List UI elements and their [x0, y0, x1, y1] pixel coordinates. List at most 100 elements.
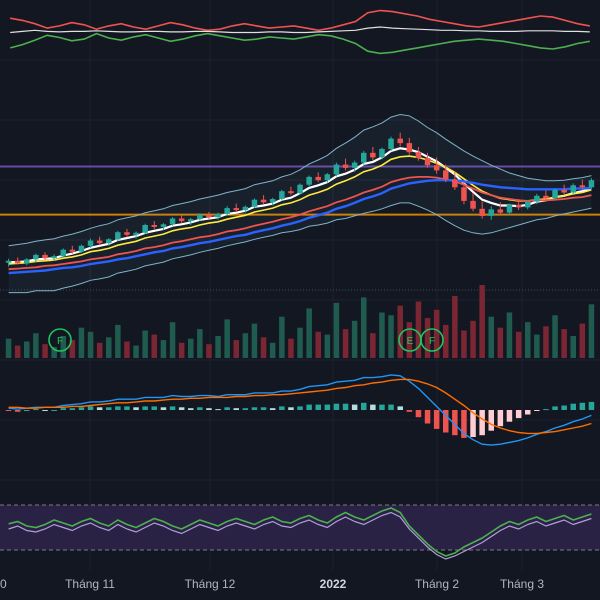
volume-bar[interactable]: [251, 323, 258, 358]
volume-bar[interactable]: [342, 329, 349, 358]
volume-bar[interactable]: [288, 338, 294, 358]
candle-body[interactable]: [142, 225, 148, 233]
candle-body[interactable]: [561, 189, 567, 193]
candle-body[interactable]: [297, 184, 303, 194]
volume-bar[interactable]: [506, 312, 513, 359]
volume-bar[interactable]: [370, 333, 376, 358]
candle-body[interactable]: [506, 204, 513, 213]
candle-body[interactable]: [525, 201, 531, 208]
candle-body[interactable]: [351, 162, 358, 168]
volume-bar[interactable]: [443, 324, 449, 358]
volume-bar[interactable]: [552, 315, 558, 358]
candle-body[interactable]: [452, 179, 458, 188]
candle-body[interactable]: [197, 214, 203, 220]
volume-bar[interactable]: [534, 334, 540, 358]
candle-body[interactable]: [315, 176, 322, 181]
candle-body[interactable]: [188, 219, 194, 222]
marker-0[interactable]: F: [48, 328, 72, 352]
candle-body[interactable]: [251, 199, 258, 207]
candle-body[interactable]: [543, 195, 549, 199]
volume-bar[interactable]: [115, 324, 121, 358]
volume-bar[interactable]: [233, 340, 240, 358]
candles[interactable]: [5, 132, 595, 267]
candle-body[interactable]: [552, 189, 558, 199]
volume-bar[interactable]: [415, 301, 422, 359]
volume-bar[interactable]: [106, 337, 112, 358]
volume-bar[interactable]: [588, 304, 595, 358]
candle-body[interactable]: [206, 214, 212, 218]
candle-body[interactable]: [333, 164, 340, 175]
volume-bar[interactable]: [324, 334, 331, 358]
candle-body[interactable]: [60, 249, 67, 257]
volume-bar[interactable]: [479, 285, 485, 358]
volume-bar[interactable]: [279, 316, 285, 358]
volume-bar[interactable]: [160, 340, 167, 358]
volume-bar[interactable]: [260, 337, 267, 358]
candle-body[interactable]: [115, 232, 121, 240]
volume-bar[interactable]: [306, 308, 312, 358]
candle-body[interactable]: [106, 239, 112, 244]
volume-bar[interactable]: [351, 320, 358, 358]
volume-bar[interactable]: [151, 334, 158, 358]
candle-body[interactable]: [361, 152, 367, 163]
candle-body[interactable]: [160, 224, 167, 227]
volume-bar[interactable]: [406, 322, 413, 358]
macd-panel[interactable]: [5, 374, 595, 446]
candle-body[interactable]: [269, 199, 276, 203]
volume-bar[interactable]: [242, 333, 249, 358]
volume-bar[interactable]: [497, 327, 504, 358]
candle-body[interactable]: [169, 218, 176, 225]
volume-bar[interactable]: [470, 320, 476, 358]
volume-bar[interactable]: [69, 340, 76, 358]
candle-body[interactable]: [151, 225, 158, 227]
volume-bar[interactable]: [361, 297, 367, 358]
volume-bar[interactable]: [5, 338, 12, 358]
volume-bar[interactable]: [178, 342, 185, 358]
volume-bar[interactable]: [133, 345, 139, 358]
marker-2[interactable]: F: [420, 328, 444, 352]
volume-bar[interactable]: [124, 341, 130, 359]
volume-bar[interactable]: [60, 336, 67, 358]
volume-bar[interactable]: [188, 338, 194, 358]
volume-bar[interactable]: [42, 344, 48, 358]
candle-body[interactable]: [78, 245, 85, 252]
candle-body[interactable]: [388, 138, 394, 149]
candle-body[interactable]: [415, 152, 422, 159]
price-panel[interactable]: [0, 113, 600, 294]
volume-bar[interactable]: [461, 330, 467, 359]
candle-body[interactable]: [14, 260, 21, 264]
candle-body[interactable]: [215, 213, 221, 218]
volume-bar[interactable]: [525, 322, 531, 358]
candle-body[interactable]: [497, 209, 504, 213]
candle-body[interactable]: [279, 191, 285, 199]
volume-bar[interactable]: [388, 315, 394, 358]
candle-body[interactable]: [588, 180, 595, 188]
volume-bar[interactable]: [33, 333, 39, 358]
candle-body[interactable]: [406, 143, 413, 153]
candle-body[interactable]: [379, 148, 385, 158]
volume-bar[interactable]: [315, 331, 322, 358]
volume-bar[interactable]: [206, 344, 212, 358]
candle-body[interactable]: [260, 199, 267, 203]
candle-body[interactable]: [370, 152, 376, 158]
top-oscillator-panel[interactable]: [9, 9, 590, 55]
candle-body[interactable]: [69, 249, 76, 252]
candle-body[interactable]: [5, 260, 12, 263]
volume-bar[interactable]: [543, 326, 549, 358]
candle-body[interactable]: [133, 232, 139, 235]
candle-body[interactable]: [443, 170, 449, 180]
candle-body[interactable]: [342, 164, 349, 168]
volume-bar[interactable]: [488, 316, 495, 358]
volume-bar[interactable]: [397, 305, 404, 358]
candle-body[interactable]: [397, 138, 404, 144]
volume-bar[interactable]: [169, 322, 176, 358]
volume-bar[interactable]: [297, 327, 303, 358]
candle-body[interactable]: [233, 208, 240, 211]
candle-body[interactable]: [515, 204, 522, 208]
volume-bar[interactable]: [333, 302, 340, 358]
candle-body[interactable]: [288, 191, 294, 194]
volume-bar[interactable]: [224, 319, 230, 358]
candle-body[interactable]: [488, 209, 495, 216]
volume-bar[interactable]: [215, 336, 221, 358]
